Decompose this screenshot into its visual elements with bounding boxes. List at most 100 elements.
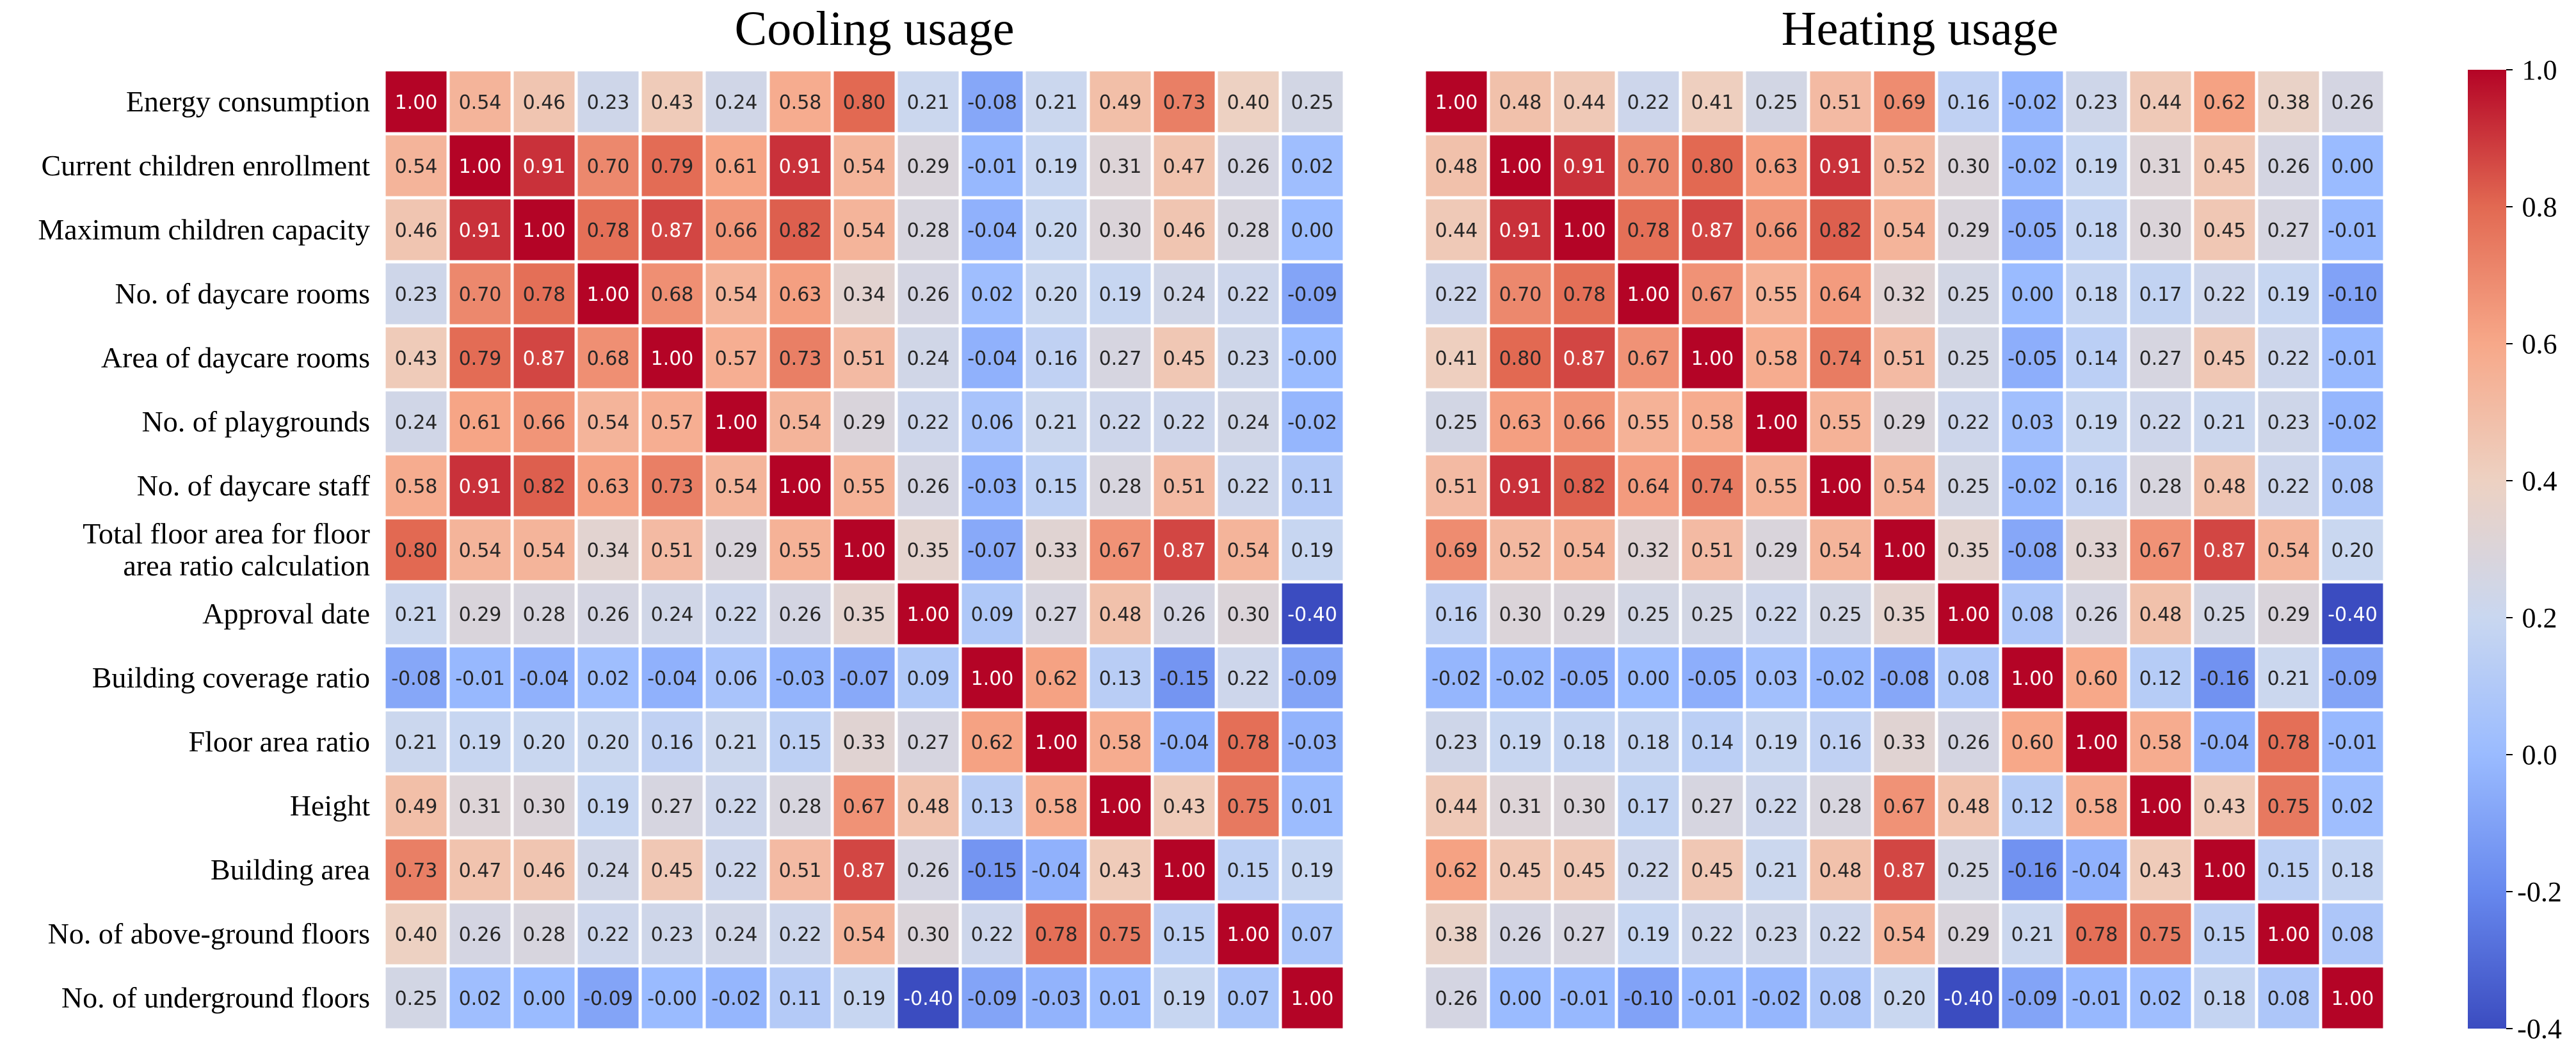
cell-value: 0.18 xyxy=(2331,860,2374,882)
cell-value: 0.67 xyxy=(843,796,886,818)
cell-value: 0.19 xyxy=(2075,156,2118,178)
cell-value: 0.57 xyxy=(715,348,758,370)
heatmap-cell xyxy=(1807,900,1874,968)
cell-value: 0.54 xyxy=(843,156,886,178)
cell-value: 0.16 xyxy=(651,732,694,754)
heatmap-cell xyxy=(1678,196,1746,264)
cell-value: -0.03 xyxy=(967,476,1017,498)
heatmap-cell xyxy=(766,900,834,968)
heatmap-cell xyxy=(894,964,962,1032)
heatmap-cell xyxy=(2319,580,2387,648)
heatmap-cell xyxy=(2063,324,2130,392)
heatmap-cell xyxy=(1807,68,1874,136)
cell-value: 0.45 xyxy=(1691,860,1734,882)
heatmap-cell xyxy=(2319,836,2387,904)
cell-value: -0.02 xyxy=(1287,412,1337,434)
cell-value: 0.29 xyxy=(1563,604,1606,626)
heatmap-cell xyxy=(2127,836,2194,904)
cell-value: 0.16 xyxy=(1035,348,1078,370)
heatmap-cell xyxy=(446,836,514,904)
cell-value: 0.54 xyxy=(1819,540,1862,562)
cell-value: 0.22 xyxy=(587,924,630,946)
cell-value: 0.26 xyxy=(2075,604,2118,626)
cell-value: -0.05 xyxy=(2008,348,2057,370)
heatmap-cell xyxy=(958,260,1026,328)
cell-value: 0.54 xyxy=(1883,220,1926,242)
cell-value: 0.54 xyxy=(1227,540,1270,562)
cell-value: 0.54 xyxy=(395,156,438,178)
cell-value: 0.19 xyxy=(587,796,630,818)
heatmap-cell xyxy=(766,388,834,456)
cell-value: 0.16 xyxy=(1819,732,1862,754)
cell-value: 0.64 xyxy=(1627,476,1670,498)
cell-value: 0.25 xyxy=(1291,92,1334,114)
heating-cells: 1.00 0.48 0.44 0.22 0.41 0.25 0.51 0.69 0.16 -0.0… xyxy=(1422,68,2387,1032)
cell-value: 0.29 xyxy=(1883,412,1926,434)
cell-value: 0.38 xyxy=(1435,924,1478,946)
cell-value: 0.19 xyxy=(1755,732,1798,754)
heatmap-cell xyxy=(1807,452,1874,520)
row-label: Floor area ratio xyxy=(188,725,370,758)
heatmap-cell xyxy=(2063,900,2130,968)
heatmap-cell xyxy=(958,68,1026,136)
cell-value: 0.54 xyxy=(1563,540,1606,562)
cell-value: -0.02 xyxy=(2008,92,2057,114)
cell-value: 0.75 xyxy=(1227,796,1270,818)
cell-value: 0.25 xyxy=(1947,348,1990,370)
cell-value: 0.21 xyxy=(395,604,438,626)
heatmap-cell xyxy=(1086,132,1154,200)
colorbar-tick-label: 0.4 xyxy=(2522,465,2557,497)
cell-value: 0.49 xyxy=(1099,92,1142,114)
heatmap-cell xyxy=(382,964,450,1032)
cell-value: 0.20 xyxy=(1035,284,1078,306)
cell-value: -0.01 xyxy=(2328,220,2378,242)
heatmap-cell xyxy=(1086,900,1154,968)
cell-value: 1.00 xyxy=(843,540,886,562)
cell-value: 0.47 xyxy=(1163,156,1206,178)
row-label: No. of underground floors xyxy=(61,981,370,1014)
cell-value: 0.60 xyxy=(2011,732,2054,754)
cell-value: 0.02 xyxy=(2139,988,2182,1010)
cell-value: 0.67 xyxy=(1691,284,1734,306)
cell-value: 0.25 xyxy=(1819,604,1862,626)
heatmap-cell xyxy=(2319,132,2387,200)
cell-value: 0.54 xyxy=(523,540,566,562)
cell-value: 0.15 xyxy=(1227,860,1270,882)
cell-value: 0.82 xyxy=(1563,476,1606,498)
heatmap-cell xyxy=(1086,708,1154,776)
cell-value: 0.23 xyxy=(395,284,438,306)
heatmap-cell xyxy=(2127,580,2194,648)
cell-value: 0.21 xyxy=(395,732,438,754)
cell-value: 0.03 xyxy=(2011,412,2054,434)
cell-value: 0.02 xyxy=(2331,796,2374,818)
cell-value: 0.24 xyxy=(651,604,694,626)
cell-value: 1.00 xyxy=(2075,732,2118,754)
heatmap-cell xyxy=(2319,324,2387,392)
cell-value: 0.78 xyxy=(1627,220,1670,242)
cell-value: -0.02 xyxy=(2328,412,2378,434)
cell-value: 0.18 xyxy=(2075,220,2118,242)
cell-value: 0.44 xyxy=(1563,92,1606,114)
cell-value: 0.26 xyxy=(1163,604,1206,626)
cell-value: 0.27 xyxy=(2139,348,2182,370)
cell-value: -0.02 xyxy=(2008,476,2057,498)
heatmap-cell xyxy=(1935,580,2002,648)
cell-value: -0.02 xyxy=(711,988,761,1010)
cell-value: 0.54 xyxy=(843,220,886,242)
cell-value: 0.51 xyxy=(1163,476,1206,498)
cell-value: 0.58 xyxy=(1691,412,1734,434)
cell-value: 0.29 xyxy=(459,604,502,626)
cell-value: 0.16 xyxy=(1947,92,1990,114)
row-label: Maximum children capacity xyxy=(38,213,370,246)
colorbar-tick-label: -0.4 xyxy=(2517,1013,2562,1045)
cell-value: 0.38 xyxy=(2267,92,2310,114)
heatmap-cell xyxy=(2255,964,2322,1032)
cell-value: -0.15 xyxy=(967,860,1017,882)
cell-value: 0.54 xyxy=(2267,540,2310,562)
heatmap-cell xyxy=(830,964,898,1032)
cell-value: 0.52 xyxy=(1499,540,1542,562)
cell-value: 1.00 xyxy=(1627,284,1670,306)
heatmap-cell xyxy=(1935,132,2002,200)
cell-value: 0.91 xyxy=(1499,220,1542,242)
cell-value: 0.22 xyxy=(1099,412,1142,434)
